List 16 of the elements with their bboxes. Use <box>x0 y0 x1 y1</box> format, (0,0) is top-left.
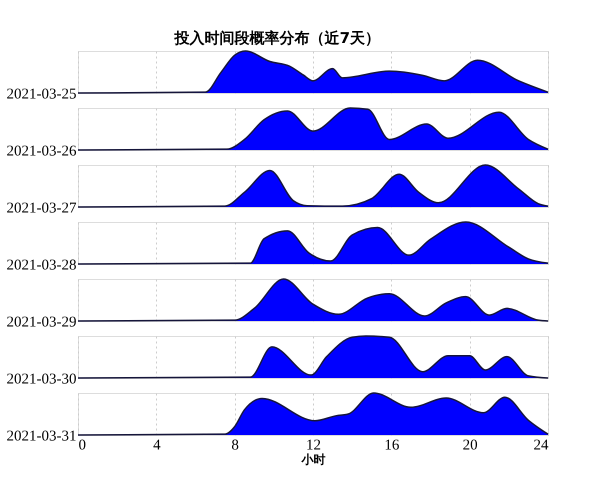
x-tick-label: 20 <box>462 438 478 454</box>
x-tick-label: 0 <box>78 438 86 454</box>
chart-title: 投入时间段概率分布（近7天） <box>174 28 380 47</box>
x-tick-label: 24 <box>534 438 549 454</box>
y-axis-title: 2021-03-28 <box>6 258 76 274</box>
x-tick-label: 16 <box>384 438 400 454</box>
x-axis-title: 小时 <box>300 452 326 466</box>
x-tick-label: 8 <box>231 438 239 454</box>
y-axis-title: 2021-03-26 <box>6 144 77 160</box>
y-axis-title: 2021-03-25 <box>6 86 76 102</box>
y-axis-title: 2021-03-29 <box>6 314 76 330</box>
y-axis-title: 2021-03-27 <box>6 200 77 216</box>
x-tick-label: 4 <box>153 438 162 454</box>
y-axis-title: 2021-03-30 <box>6 372 76 388</box>
y-axis-title: 2021-03-31 <box>6 428 76 444</box>
x-tick-label: 12 <box>306 438 321 454</box>
